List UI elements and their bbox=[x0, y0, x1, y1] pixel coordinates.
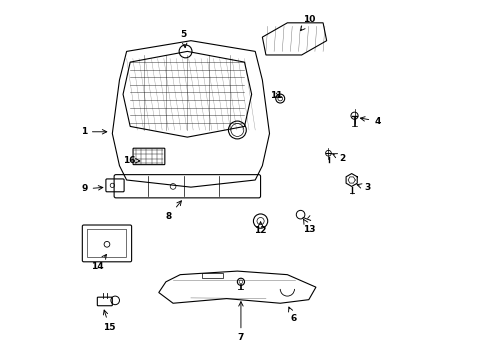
Text: 1: 1 bbox=[81, 127, 106, 136]
Text: 13: 13 bbox=[303, 219, 315, 234]
Text: 16: 16 bbox=[123, 156, 140, 165]
Text: 11: 11 bbox=[269, 91, 282, 100]
Text: 6: 6 bbox=[288, 307, 296, 323]
Text: 5: 5 bbox=[180, 30, 186, 48]
Text: 3: 3 bbox=[356, 183, 370, 192]
Text: 2: 2 bbox=[332, 154, 345, 163]
Text: 12: 12 bbox=[254, 222, 266, 235]
Text: 14: 14 bbox=[91, 255, 106, 271]
Text: 15: 15 bbox=[103, 310, 116, 332]
Text: 4: 4 bbox=[360, 117, 380, 126]
Text: 8: 8 bbox=[165, 201, 181, 221]
Text: 7: 7 bbox=[237, 302, 244, 342]
Text: 10: 10 bbox=[300, 15, 315, 31]
Text: 9: 9 bbox=[81, 184, 102, 193]
